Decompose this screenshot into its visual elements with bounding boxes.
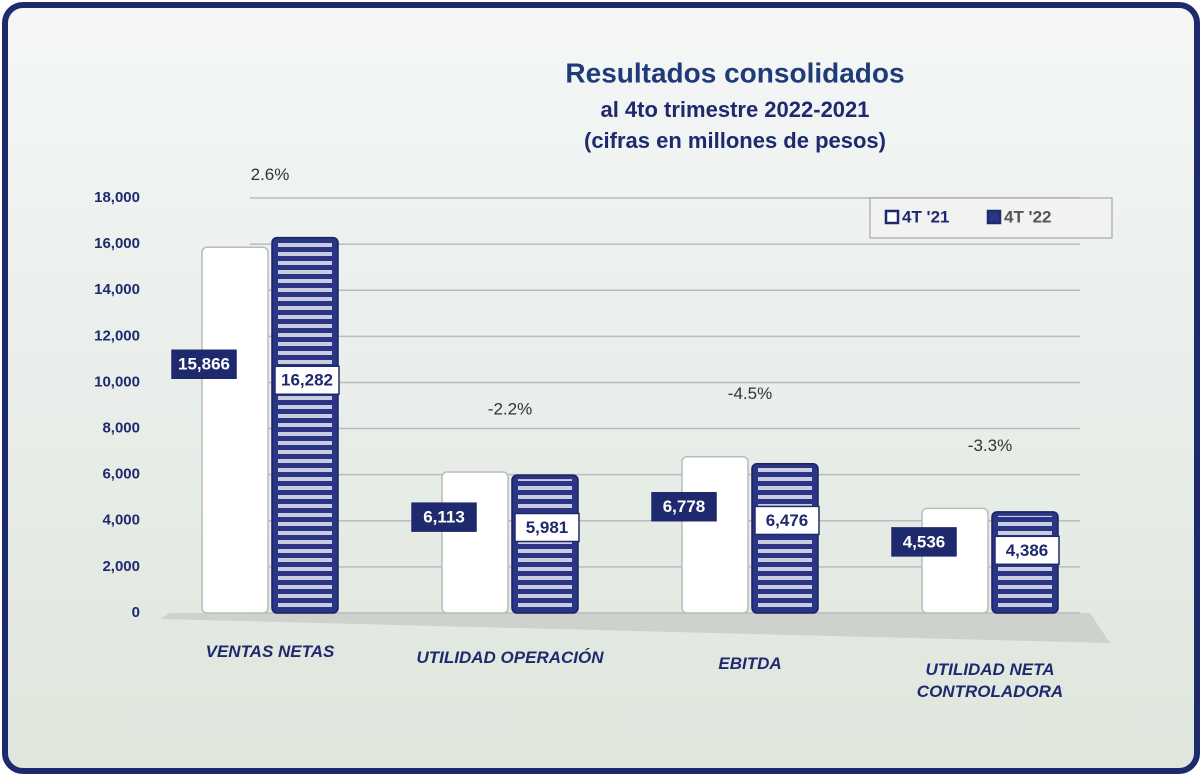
y-tick-label: 4,000 <box>102 512 140 529</box>
bar-texture <box>518 479 572 609</box>
y-tick-label: 12,000 <box>94 327 140 344</box>
floor <box>160 613 1110 643</box>
value-label-box <box>411 502 477 532</box>
bar <box>201 246 269 614</box>
value-label-box <box>891 527 957 557</box>
y-tick-label: 2,000 <box>102 558 140 575</box>
y-tick-label: 8,000 <box>102 420 140 437</box>
x-tick-label: EBITDA <box>718 654 782 673</box>
legend-swatch <box>884 209 900 225</box>
y-tick-label: 18,000 <box>94 189 140 206</box>
legend-swatch <box>986 209 1002 225</box>
bar <box>681 455 749 614</box>
change-annotation: -4.5% <box>728 384 772 403</box>
change-annotation: -2.2% <box>488 400 532 419</box>
bar <box>441 471 509 614</box>
value-label: 6,113 <box>423 508 465 527</box>
value-label-box <box>171 349 237 380</box>
value-label: 4,386 <box>1006 541 1049 560</box>
chart-subtitle: al 4to trimestre 2022-2021 <box>600 97 869 122</box>
legend-label: 4T '22 <box>1004 207 1052 226</box>
value-label: 5,981 <box>526 518 569 537</box>
y-tick-label: 16,000 <box>94 235 140 252</box>
y-tick-label: 10,000 <box>94 373 140 390</box>
plot: 0 2,000 4,000 6,000 8,000 10,000 12,000 14,000 1… <box>94 165 1110 643</box>
value-label-box <box>994 535 1060 566</box>
bar <box>921 507 989 614</box>
value-label: 4,536 <box>903 532 946 551</box>
y-tick-label: 14,000 <box>94 281 140 298</box>
chart-title: Resultados consolidados <box>565 57 904 88</box>
bar-texture <box>278 241 332 610</box>
x-tick-label: UTILIDAD NETA CONTROLADORA <box>916 660 1064 701</box>
value-label: 6,778 <box>663 497 706 516</box>
y-tick-label: 6,000 <box>102 466 140 483</box>
chart-subtitle: (cifras en millones de pesos) <box>584 128 886 153</box>
value-label: 16,282 <box>281 371 333 390</box>
x-tick-label: UTILIDAD OPERACIÓN <box>416 648 604 667</box>
value-label-box <box>514 512 580 543</box>
legend-label: 4T '21 <box>902 207 950 226</box>
change-annotation: 2.6% <box>251 165 290 184</box>
bar-texture <box>758 467 812 609</box>
change-annotation: -3.3% <box>968 436 1012 455</box>
value-label: 6,476 <box>766 511 809 530</box>
value-label-box <box>651 491 717 522</box>
value-label-box <box>754 505 820 536</box>
x-tick-label: VENTAS NETAS <box>205 642 335 661</box>
y-tick-label: 0 <box>132 604 140 621</box>
value-label: 15,866 <box>178 355 230 374</box>
value-label-box <box>274 365 340 396</box>
